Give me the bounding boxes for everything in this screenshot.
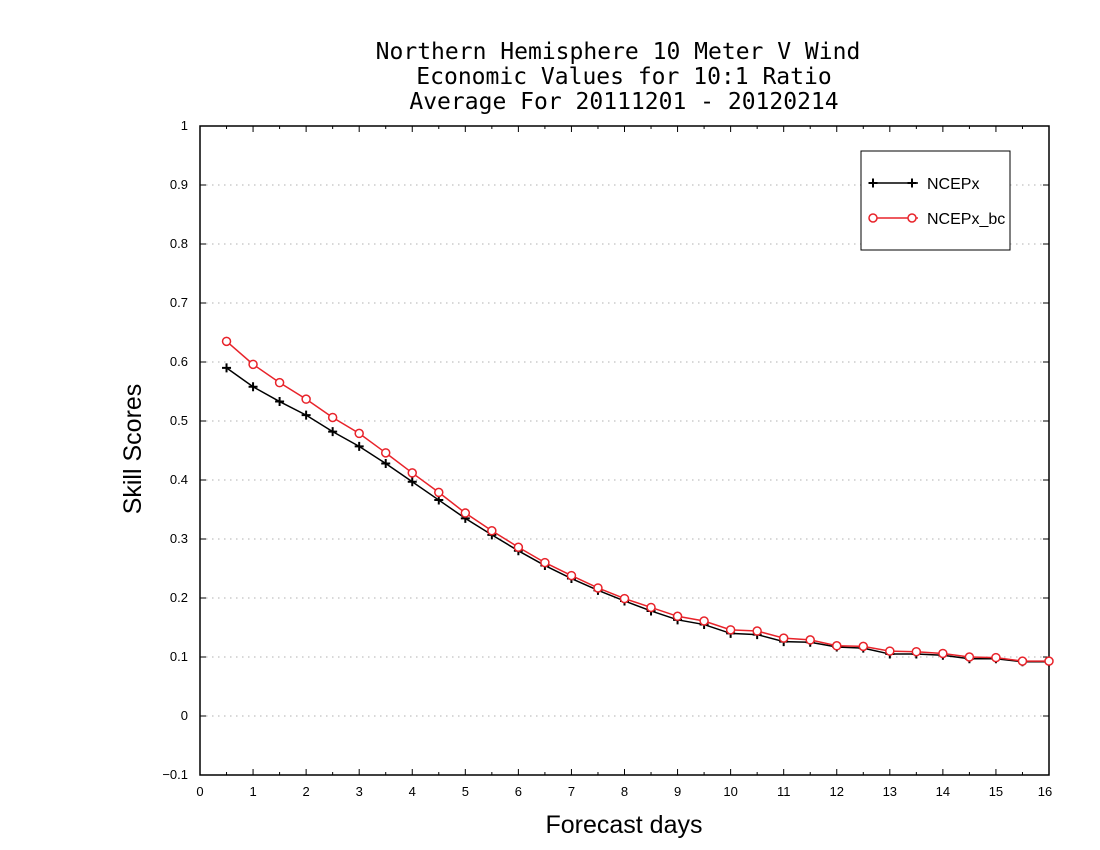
y-tick-label: 0.2	[170, 590, 188, 605]
data-point	[619, 593, 630, 604]
data-point	[301, 410, 311, 420]
data-point	[832, 641, 842, 651]
x-tick-label: 5	[462, 784, 469, 799]
legend-marker	[907, 178, 917, 188]
legend-box	[860, 150, 1011, 251]
y-tick-label: 0.7	[170, 295, 188, 310]
data-point	[566, 570, 577, 581]
data-point	[487, 525, 497, 536]
legend-marker	[868, 213, 878, 223]
y-axis: −0.1 0 0.1 0.2 0.3 0.4 0.5 0.6 0.7 0.8 0.9 1	[162, 118, 1049, 782]
data-point	[221, 336, 232, 347]
y-tick-label: 0.4	[170, 472, 188, 487]
series-line	[226, 340, 1049, 662]
x-tick-label: 2	[303, 784, 310, 799]
data-point	[858, 641, 869, 652]
data-point	[460, 508, 471, 518]
data-point	[805, 635, 815, 645]
x-tick-label: 8	[621, 784, 628, 799]
y-tick-label: 0	[181, 708, 188, 723]
data-point	[275, 397, 285, 407]
x-axis: 0 1 2 3 4 5 6 7 8 9 10 11 12 13 14 15 16	[196, 126, 1052, 799]
legend-label: NCEPx_bc	[927, 211, 1005, 228]
data-point	[274, 377, 285, 388]
legend-marker	[868, 178, 878, 188]
x-axis-label: Forecast days	[545, 811, 702, 839]
data-point	[407, 468, 417, 478]
data-point	[248, 359, 258, 370]
x-tick-label: 11	[777, 784, 791, 799]
legend-item: NCEPx_bc	[868, 211, 1005, 228]
series-NCEPx_bc	[221, 336, 1054, 666]
y-tick-label: −0.1	[162, 767, 188, 782]
x-tick-label: 0	[196, 784, 203, 799]
y-tick-label: 0.9	[170, 177, 188, 192]
data-point	[301, 394, 311, 404]
data-point	[672, 611, 683, 622]
data-point	[593, 583, 603, 593]
grid-lines	[200, 184, 1049, 717]
y-tick-label: 0.3	[170, 531, 188, 546]
legend-label: NCEPx	[927, 176, 979, 193]
data-point	[327, 412, 338, 423]
data-point	[248, 382, 258, 392]
data-point	[778, 633, 789, 643]
x-tick-label: 6	[515, 784, 522, 799]
data-point	[1044, 656, 1054, 666]
data-point	[752, 626, 762, 636]
x-tick-label: 7	[568, 784, 575, 799]
y-tick-label: 0.5	[170, 413, 188, 428]
series-layer	[221, 336, 1054, 667]
data-point	[938, 648, 948, 659]
data-point	[699, 616, 709, 626]
series-line	[226, 367, 1049, 663]
data-point	[725, 625, 736, 635]
chart-title: Northern Hemisphere 10 Meter V Wind Econ…	[376, 39, 861, 115]
title-line-1: Northern Hemisphere 10 Meter V Wind	[376, 39, 861, 65]
data-point	[354, 428, 364, 439]
y-tick-label: 0.1	[170, 649, 188, 664]
x-tick-label: 13	[883, 784, 897, 799]
x-tick-label: 15	[989, 784, 1003, 799]
series-NCEPx	[222, 363, 1054, 667]
data-point	[222, 363, 232, 373]
x-tick-label: 14	[936, 784, 950, 799]
x-tick-label: 10	[723, 784, 737, 799]
y-tick-label: 1	[181, 118, 188, 133]
data-point	[328, 427, 338, 437]
y-axis-label: Skill Scores	[119, 384, 147, 515]
legend: NCEPx NCEPx_bc	[860, 150, 1011, 251]
data-point	[434, 487, 444, 498]
x-tick-label: 4	[409, 784, 416, 799]
data-point	[380, 448, 391, 458]
data-point	[646, 602, 656, 613]
legend-item: NCEPx	[868, 176, 979, 193]
data-point	[381, 458, 391, 468]
data-point	[964, 652, 975, 662]
x-tick-label: 9	[674, 784, 681, 799]
x-tick-label: 12	[830, 784, 844, 799]
x-tick-label: 3	[356, 784, 363, 799]
title-line-3: Average For 20111201 - 20120214	[409, 89, 838, 115]
x-tick-label: 16	[1038, 784, 1052, 799]
data-point	[1017, 656, 1028, 666]
x-tick-label: 1	[249, 784, 256, 799]
data-point	[991, 652, 1001, 663]
y-tick-label: 0.6	[170, 354, 188, 369]
data-point	[540, 557, 550, 568]
y-tick-label: 0.8	[170, 236, 188, 251]
data-point	[513, 542, 524, 553]
data-point	[885, 646, 895, 656]
data-point	[911, 646, 922, 657]
title-line-2: Economic Values for 10:1 Ratio	[416, 64, 831, 90]
data-point	[354, 441, 364, 451]
data-point	[407, 477, 417, 487]
legend-marker	[907, 213, 917, 223]
